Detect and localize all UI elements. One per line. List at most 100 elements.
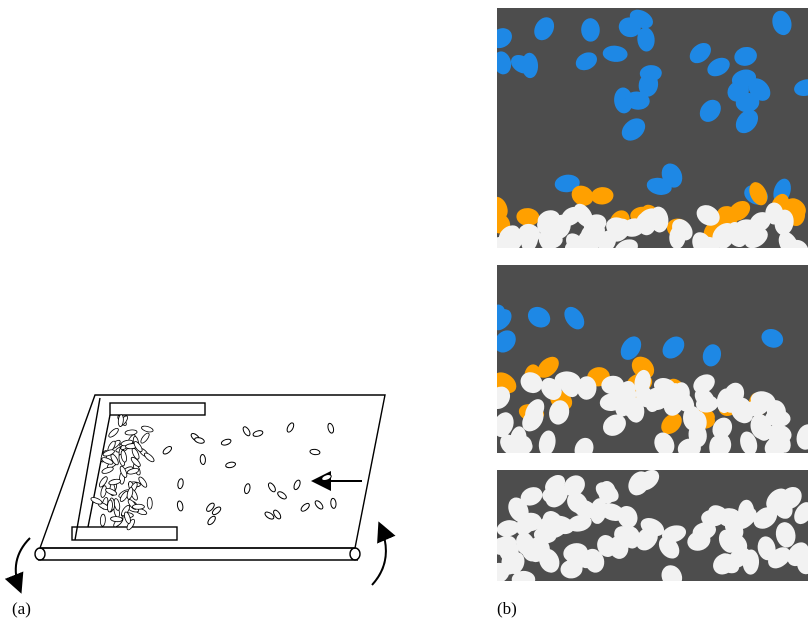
grain <box>625 91 650 110</box>
grain <box>520 372 543 394</box>
grain <box>653 378 676 395</box>
grain <box>638 73 659 97</box>
grain <box>120 450 127 463</box>
grain <box>590 498 607 524</box>
grain <box>527 306 551 328</box>
grain <box>702 344 722 367</box>
grain <box>712 433 732 453</box>
grain <box>796 424 808 450</box>
grain <box>554 174 580 193</box>
grain <box>110 516 123 523</box>
roller-end <box>349 547 361 561</box>
grain <box>90 497 103 505</box>
grain <box>712 223 736 246</box>
grain <box>603 414 626 436</box>
seeds <box>497 9 808 248</box>
grain <box>761 328 784 348</box>
grain <box>102 449 115 457</box>
grain <box>176 500 184 512</box>
grain <box>515 514 536 536</box>
grain <box>207 515 216 526</box>
panel-label: (b) <box>497 599 517 618</box>
grain <box>521 52 539 79</box>
grain <box>672 390 695 413</box>
grain <box>750 414 771 440</box>
grain <box>661 413 682 435</box>
grain <box>330 497 337 509</box>
grain <box>130 456 141 467</box>
grain <box>573 235 593 248</box>
tray-edge <box>74 397 101 541</box>
grains <box>90 414 337 531</box>
grain <box>576 376 597 400</box>
grain <box>599 393 624 412</box>
grain <box>574 437 594 453</box>
wall-top <box>109 402 206 416</box>
grain <box>677 438 701 453</box>
grain <box>575 52 598 71</box>
grain <box>732 219 757 240</box>
grain <box>277 491 287 500</box>
grain <box>718 529 738 553</box>
grain <box>581 18 600 42</box>
grain <box>537 356 559 378</box>
grain <box>538 430 556 453</box>
grain <box>735 397 753 422</box>
grain <box>595 482 619 502</box>
grain <box>162 445 173 455</box>
roller <box>38 547 358 561</box>
grain <box>194 437 205 444</box>
grain <box>534 17 555 41</box>
grain <box>124 511 131 524</box>
grain <box>728 200 751 221</box>
grain <box>740 431 758 453</box>
grain <box>211 506 222 516</box>
grain <box>622 399 644 419</box>
grain <box>735 109 759 134</box>
grain <box>618 17 641 38</box>
grain <box>511 570 536 581</box>
grain <box>126 467 140 475</box>
grain <box>723 389 740 413</box>
grain <box>206 502 215 512</box>
grain <box>509 438 533 453</box>
grain <box>617 505 638 529</box>
image-panels <box>497 8 808 581</box>
grain <box>98 476 108 488</box>
grain <box>300 502 310 512</box>
grain <box>117 414 124 427</box>
grain <box>566 552 584 576</box>
grain <box>602 45 628 62</box>
grain <box>497 51 512 75</box>
grain <box>608 536 629 559</box>
grain <box>614 87 633 114</box>
grain <box>314 500 324 510</box>
grain <box>540 377 562 400</box>
grain <box>661 163 683 188</box>
grain <box>286 422 295 433</box>
grain <box>100 485 107 498</box>
grain <box>699 99 721 122</box>
grain <box>662 336 685 359</box>
grain <box>497 535 517 555</box>
grain <box>520 487 543 506</box>
grain <box>309 448 321 456</box>
grain <box>772 495 793 519</box>
grain <box>497 386 511 410</box>
roller-end <box>34 547 46 561</box>
grain <box>573 203 593 227</box>
grain <box>696 205 720 226</box>
grain <box>497 304 506 327</box>
grain <box>516 208 540 226</box>
grain <box>143 452 155 463</box>
grain <box>765 202 784 225</box>
grain <box>571 185 594 206</box>
seeds <box>497 470 808 581</box>
grain <box>794 502 808 525</box>
grain <box>126 487 134 500</box>
grain <box>321 474 332 482</box>
grain <box>242 426 251 437</box>
grain <box>772 10 792 36</box>
grain <box>757 536 776 561</box>
grain <box>764 436 787 453</box>
